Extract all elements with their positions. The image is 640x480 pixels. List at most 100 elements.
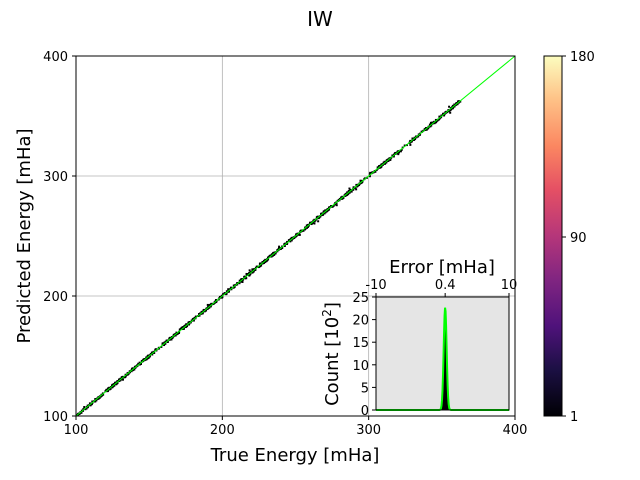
scatter-point (317, 220, 320, 223)
x-tick-label: 200 (210, 423, 235, 438)
scatter-point (83, 406, 86, 409)
scatter-point (241, 280, 244, 283)
scatter-point (232, 284, 235, 287)
scatter-point (259, 262, 262, 265)
inset-x-tick-label: 10 (501, 278, 518, 293)
x-tick-label: 100 (64, 423, 89, 438)
scatter-point (302, 229, 305, 232)
scatter-point (183, 325, 186, 328)
scatter-point (452, 106, 455, 109)
scatter-point (456, 100, 459, 103)
scatter-point (140, 360, 143, 363)
scatter-point (448, 105, 451, 108)
scatter-point (427, 127, 430, 130)
scatter-point (248, 269, 251, 272)
scatter-point (198, 313, 201, 315)
scatter-point (161, 342, 164, 345)
scatter-point (128, 370, 131, 373)
scatter-point (417, 135, 420, 138)
scatter-point (264, 260, 267, 263)
scatter-point (287, 239, 290, 242)
scatter-point (232, 286, 235, 289)
scatter-point (384, 162, 387, 165)
scatter-point (296, 232, 299, 235)
scatter-point (323, 210, 326, 213)
scatter-point (418, 133, 421, 136)
scatter-point (220, 296, 223, 299)
scatter-point (98, 396, 101, 399)
scatter-point (147, 356, 150, 359)
scatter-point (410, 140, 413, 143)
scatter-point (236, 282, 239, 285)
scatter-point (146, 355, 149, 358)
y-tick-label: 100 (43, 410, 68, 425)
scatter-point (453, 105, 456, 108)
scatter-point (299, 229, 302, 232)
scatter-point (201, 312, 204, 315)
scatter-point (324, 211, 327, 214)
scatter-point (249, 271, 252, 274)
scatter-point (169, 336, 172, 339)
scatter-point (254, 268, 257, 271)
scatter-point (325, 210, 328, 213)
scatter-point (429, 121, 432, 124)
scatter-point (164, 342, 167, 345)
scatter-point (130, 370, 133, 373)
scatter-point (380, 163, 383, 166)
scatter-point (264, 258, 267, 261)
scatter-point (335, 204, 338, 207)
scatter-point (91, 400, 94, 403)
scatter-point (113, 384, 116, 387)
scatter-point (368, 175, 371, 178)
scatter-point (368, 173, 371, 176)
scatter-point (86, 404, 89, 407)
scatter-point (438, 115, 441, 118)
scatter-point (348, 191, 351, 194)
scatter-point (435, 121, 438, 124)
scatter-point (151, 351, 154, 354)
scatter-point (254, 266, 257, 269)
scatter-point (317, 216, 320, 219)
scatter-point (84, 408, 87, 411)
x-tick-label: 300 (356, 423, 381, 438)
scatter-point (251, 270, 254, 273)
inset-x-ticks: -10 0.4 10 (365, 278, 517, 297)
scatter-point (228, 288, 231, 291)
scatter-point (455, 102, 458, 105)
scatter-point (111, 386, 114, 389)
scatter-point (409, 143, 412, 146)
scatter-point (251, 268, 254, 271)
scatter-point (273, 253, 276, 256)
scatter-point (453, 103, 456, 106)
scatter-point (214, 299, 217, 302)
x-axis-label: True Energy [mHa] (210, 445, 380, 466)
inset-y-label-exponent: 2 (320, 309, 334, 317)
grid-lines (76, 56, 515, 416)
y-tick-label: 400 (43, 50, 68, 65)
scatter-point (311, 221, 314, 224)
scatter-point (352, 186, 355, 189)
scatter-point (175, 333, 178, 336)
scatter-point (95, 399, 98, 402)
scatter-point (387, 159, 390, 162)
scatter-point (264, 261, 267, 264)
scatter-point (192, 317, 195, 320)
scatter-point (123, 376, 126, 379)
scatter-point (229, 286, 232, 289)
scatter-point (180, 328, 183, 331)
scatter-point (99, 395, 102, 398)
inset-x-tick-label: 0.4 (435, 278, 456, 293)
scatter-point (356, 185, 359, 188)
scatter-point (180, 326, 183, 329)
chart-title: IW (307, 7, 333, 31)
scatter-point (370, 172, 373, 175)
inset-y-label-close: ] (322, 302, 343, 309)
scatter-point (134, 365, 137, 368)
scatter-point (420, 130, 423, 133)
scatter-point (328, 206, 331, 209)
scatter-point (205, 309, 208, 312)
inset-y-tick-label: 20 (352, 314, 369, 329)
scatter-point (296, 233, 299, 236)
scatter-point (209, 305, 212, 308)
